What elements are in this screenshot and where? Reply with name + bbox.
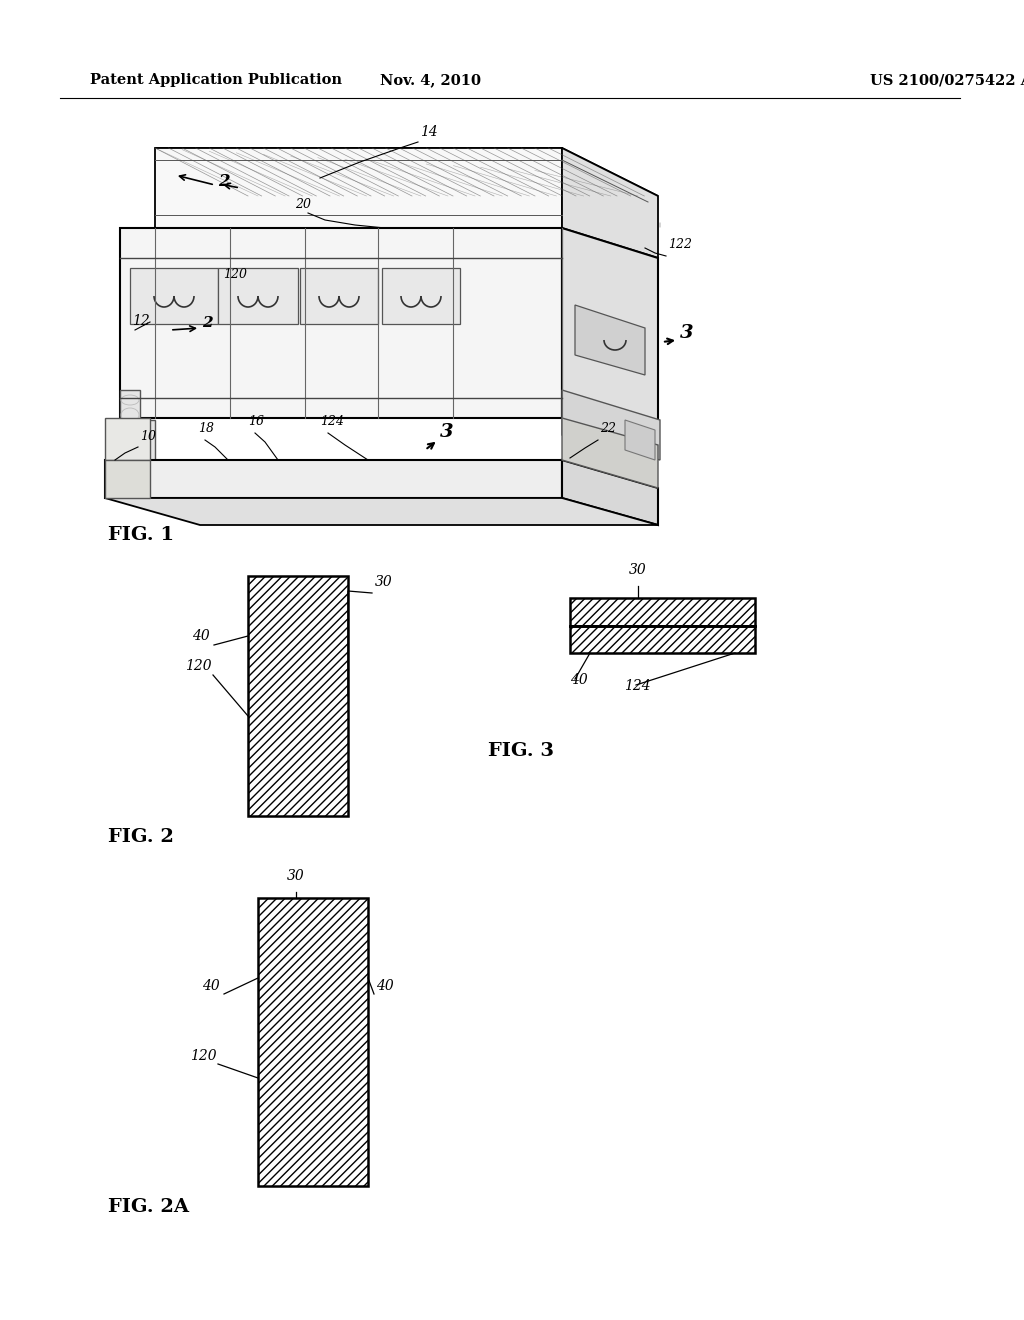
- Polygon shape: [105, 418, 150, 459]
- Bar: [570, 626, 755, 653]
- Polygon shape: [105, 498, 658, 525]
- Text: 2: 2: [218, 173, 229, 190]
- Text: Patent Application Publication: Patent Application Publication: [90, 73, 342, 87]
- Polygon shape: [562, 389, 660, 459]
- Text: 120: 120: [223, 268, 247, 281]
- Text: Nov. 4, 2010: Nov. 4, 2010: [380, 73, 480, 87]
- Text: 10: 10: [140, 430, 156, 444]
- Text: FIG. 2A: FIG. 2A: [108, 1199, 189, 1216]
- Text: 2: 2: [202, 315, 213, 330]
- Text: 40: 40: [376, 979, 394, 993]
- Polygon shape: [105, 459, 150, 498]
- Polygon shape: [120, 389, 155, 459]
- Polygon shape: [155, 148, 658, 195]
- Text: 30: 30: [287, 869, 305, 883]
- Polygon shape: [382, 268, 460, 323]
- Polygon shape: [575, 305, 645, 375]
- Text: 14: 14: [420, 125, 437, 139]
- Polygon shape: [300, 268, 378, 323]
- Bar: [570, 598, 755, 626]
- Polygon shape: [562, 228, 658, 446]
- Polygon shape: [218, 268, 298, 323]
- Polygon shape: [105, 459, 562, 498]
- Polygon shape: [155, 148, 562, 228]
- Text: FIG. 3: FIG. 3: [488, 742, 554, 760]
- Text: 22: 22: [600, 422, 616, 436]
- Text: 40: 40: [570, 673, 588, 686]
- Polygon shape: [562, 459, 658, 525]
- Text: 12: 12: [132, 314, 150, 327]
- Text: 16: 16: [248, 414, 264, 428]
- Text: 20: 20: [295, 198, 311, 211]
- Text: 3: 3: [680, 323, 693, 342]
- Text: 3: 3: [440, 422, 454, 441]
- Text: 120: 120: [190, 1049, 217, 1063]
- Text: 124: 124: [319, 414, 344, 428]
- Text: 30: 30: [375, 576, 393, 589]
- Bar: [248, 576, 348, 816]
- Text: 40: 40: [202, 979, 220, 993]
- Text: 122: 122: [668, 238, 692, 251]
- Text: 30: 30: [629, 564, 647, 577]
- Polygon shape: [120, 228, 562, 418]
- Text: FIG. 1: FIG. 1: [108, 525, 174, 544]
- Text: 124: 124: [624, 678, 650, 693]
- Text: 18: 18: [198, 422, 214, 436]
- Text: FIG. 2: FIG. 2: [108, 828, 174, 846]
- Bar: [258, 898, 368, 1185]
- Text: 40: 40: [193, 630, 210, 643]
- Polygon shape: [562, 148, 658, 257]
- Polygon shape: [562, 418, 658, 488]
- Polygon shape: [130, 268, 218, 323]
- Text: 120: 120: [185, 659, 212, 673]
- Text: US 2100/0275422 A1: US 2100/0275422 A1: [870, 73, 1024, 87]
- Polygon shape: [625, 420, 655, 459]
